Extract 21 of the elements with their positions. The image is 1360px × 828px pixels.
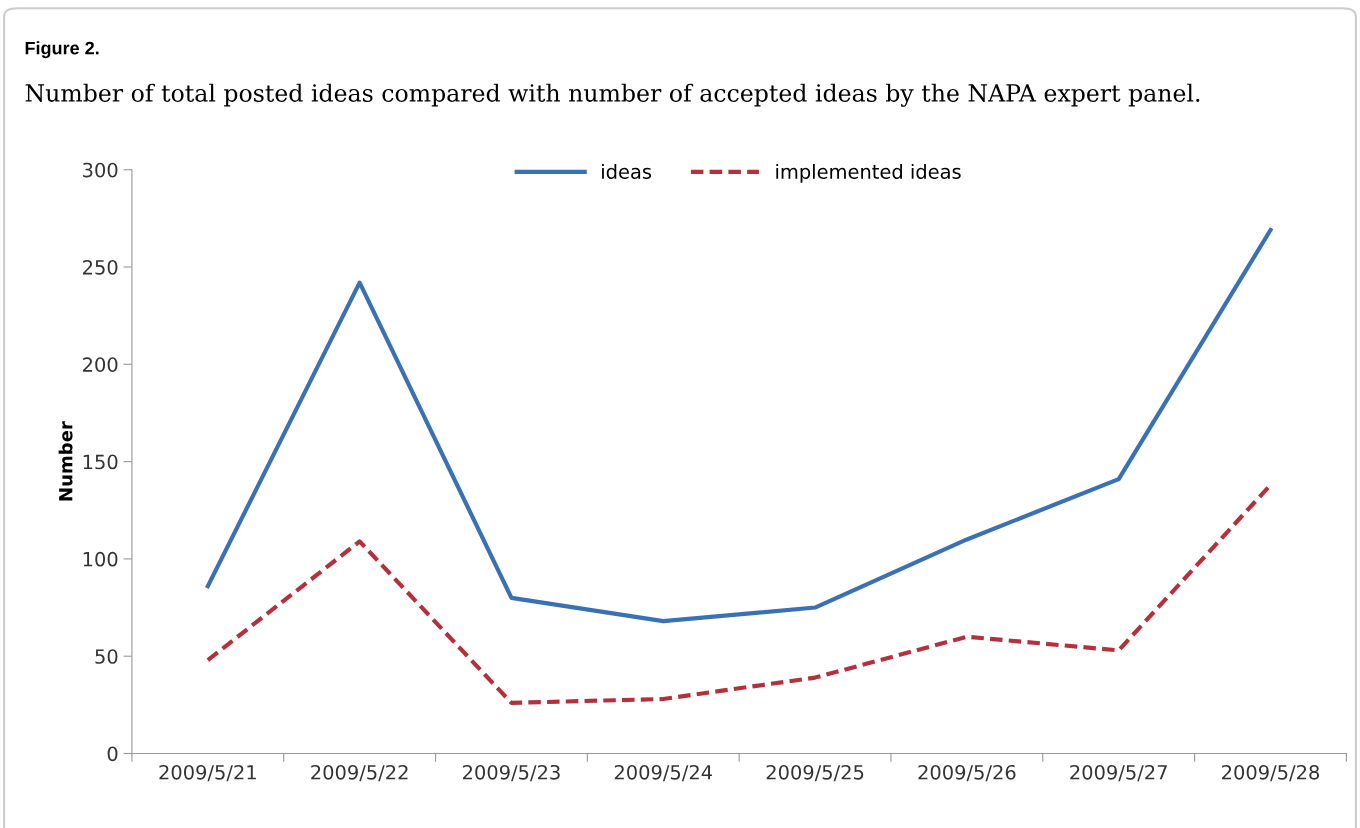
- y-tick-label: 100: [83, 551, 118, 567]
- x-tick-label: 2009/5/28: [1222, 764, 1320, 782]
- x-tick-label: 2009/5/21: [159, 764, 256, 782]
- y-tick-label: 150: [83, 454, 118, 470]
- y-tick-label: 0: [107, 746, 118, 762]
- x-tick-label: 2009/5/23: [463, 764, 560, 782]
- y-tick-label: 50: [95, 649, 118, 664]
- chart-subtitle: Number of total posted ideas compared with number of accepted ideas by the NAPA expert panel.: [25, 83, 1200, 107]
- line-series: [205, 227, 1273, 624]
- x-tick-label: 2009/5/22: [311, 764, 408, 782]
- legend-label: ideas: [602, 163, 652, 179]
- x-tick-label: 2009/5/24: [614, 764, 713, 782]
- y-tick-label: 250: [83, 259, 118, 275]
- x-tick-label: 2009/5/26: [918, 764, 1016, 782]
- x-tick-label: 2009/5/25: [766, 764, 864, 782]
- x-tick-label: 2009/5/27: [1070, 764, 1167, 782]
- y-tick-label: 300: [83, 162, 118, 178]
- y-axis-title: Number: [58, 421, 73, 501]
- legend-label: implemented ideas: [776, 163, 961, 183]
- chart-title: Figure 2.: [25, 41, 99, 59]
- y-tick-label: 200: [83, 357, 118, 372]
